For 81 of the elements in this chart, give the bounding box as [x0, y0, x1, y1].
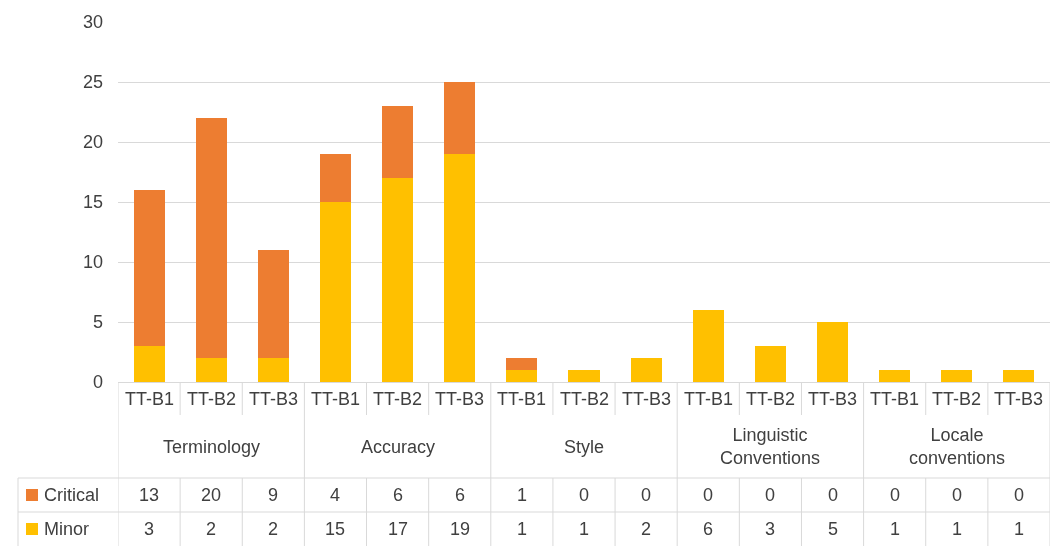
data-label: 6 — [703, 519, 714, 539]
data-label: 9 — [268, 485, 279, 505]
data-label: 0 — [952, 485, 963, 505]
bar — [879, 370, 911, 382]
text: Accuracy — [361, 437, 436, 457]
bar — [754, 346, 786, 382]
x-tick-label: TT-B1 — [311, 389, 361, 409]
bar — [195, 358, 227, 382]
bar — [506, 358, 538, 370]
text: Style — [564, 437, 605, 457]
x-tick-label: TT-B1 — [870, 389, 920, 409]
bar — [319, 202, 351, 382]
bar — [817, 322, 849, 382]
y-tick-label: 30 — [82, 12, 103, 33]
bar — [444, 154, 476, 382]
x-tick-label: TT-B2 — [373, 389, 423, 409]
bar — [568, 370, 600, 382]
bar — [133, 346, 165, 382]
bar — [257, 250, 289, 358]
data-label: 2 — [206, 519, 217, 539]
data-label: 1 — [517, 519, 528, 539]
data-label: 5 — [828, 519, 839, 539]
bar — [941, 370, 973, 382]
data-label: 0 — [579, 485, 590, 505]
data-label: 3 — [144, 519, 155, 539]
data-label: 2 — [268, 519, 279, 539]
data-label: 0 — [890, 485, 901, 505]
y-tick-label: 5 — [92, 312, 103, 333]
data-label: 1 — [579, 519, 590, 539]
y-tick-label: 20 — [82, 132, 103, 153]
data-label: 0 — [765, 485, 776, 505]
data-label: 6 — [455, 485, 466, 505]
x-tick-label: TT-B1 — [497, 389, 547, 409]
data-label: 19 — [450, 519, 471, 539]
x-tick-label: TT-B3 — [994, 389, 1044, 409]
x-tick-label: TT-B2 — [187, 389, 237, 409]
x-tick-label: TT-B2 — [932, 389, 982, 409]
text: Linguistic Conventions — [720, 425, 821, 469]
text: Locale conventions — [909, 425, 1006, 469]
data-label: 1 — [517, 485, 528, 505]
x-tick-label: TT-B2 — [560, 389, 610, 409]
bar — [444, 82, 476, 154]
bar — [506, 370, 538, 382]
data-label: 4 — [330, 485, 341, 505]
data-label: 17 — [388, 519, 409, 539]
x-tick-label: TT-B3 — [435, 389, 485, 409]
bar — [630, 358, 662, 382]
data-label: 2 — [641, 519, 652, 539]
data-label: 1 — [952, 519, 963, 539]
x-tick-label: TT-B1 — [684, 389, 734, 409]
data-label: 0 — [703, 485, 714, 505]
bar — [257, 358, 289, 382]
data-label: 20 — [201, 485, 222, 505]
data-label: 6 — [393, 485, 404, 505]
data-label: 15 — [325, 519, 346, 539]
data-label: 1 — [890, 519, 901, 539]
x-tick-label: TT-B3 — [622, 389, 672, 409]
bar — [382, 106, 414, 178]
text: Terminology — [163, 437, 261, 457]
bar — [1003, 370, 1035, 382]
y-tick-label: 10 — [82, 252, 103, 273]
bar — [319, 154, 351, 202]
data-label: 3 — [765, 519, 776, 539]
y-tick-label: 0 — [92, 372, 103, 393]
data-label: 1 — [1014, 519, 1025, 539]
data-label: 0 — [1014, 485, 1025, 505]
bar — [133, 190, 165, 346]
y-tick-label: 15 — [82, 192, 103, 213]
bar — [382, 178, 414, 382]
x-tick-label: TT-B3 — [249, 389, 299, 409]
bar — [195, 118, 227, 358]
legend-label: Critical — [44, 485, 100, 505]
data-label: 0 — [641, 485, 652, 505]
y-tick-label: 25 — [82, 72, 103, 93]
data-label: 0 — [828, 485, 839, 505]
x-tick-label: TT-B1 — [125, 389, 175, 409]
x-tick-label: TT-B2 — [746, 389, 796, 409]
bar — [692, 310, 724, 382]
legend-label: Minor — [44, 519, 90, 539]
x-tick-label: TT-B3 — [808, 389, 858, 409]
data-label: 13 — [139, 485, 160, 505]
